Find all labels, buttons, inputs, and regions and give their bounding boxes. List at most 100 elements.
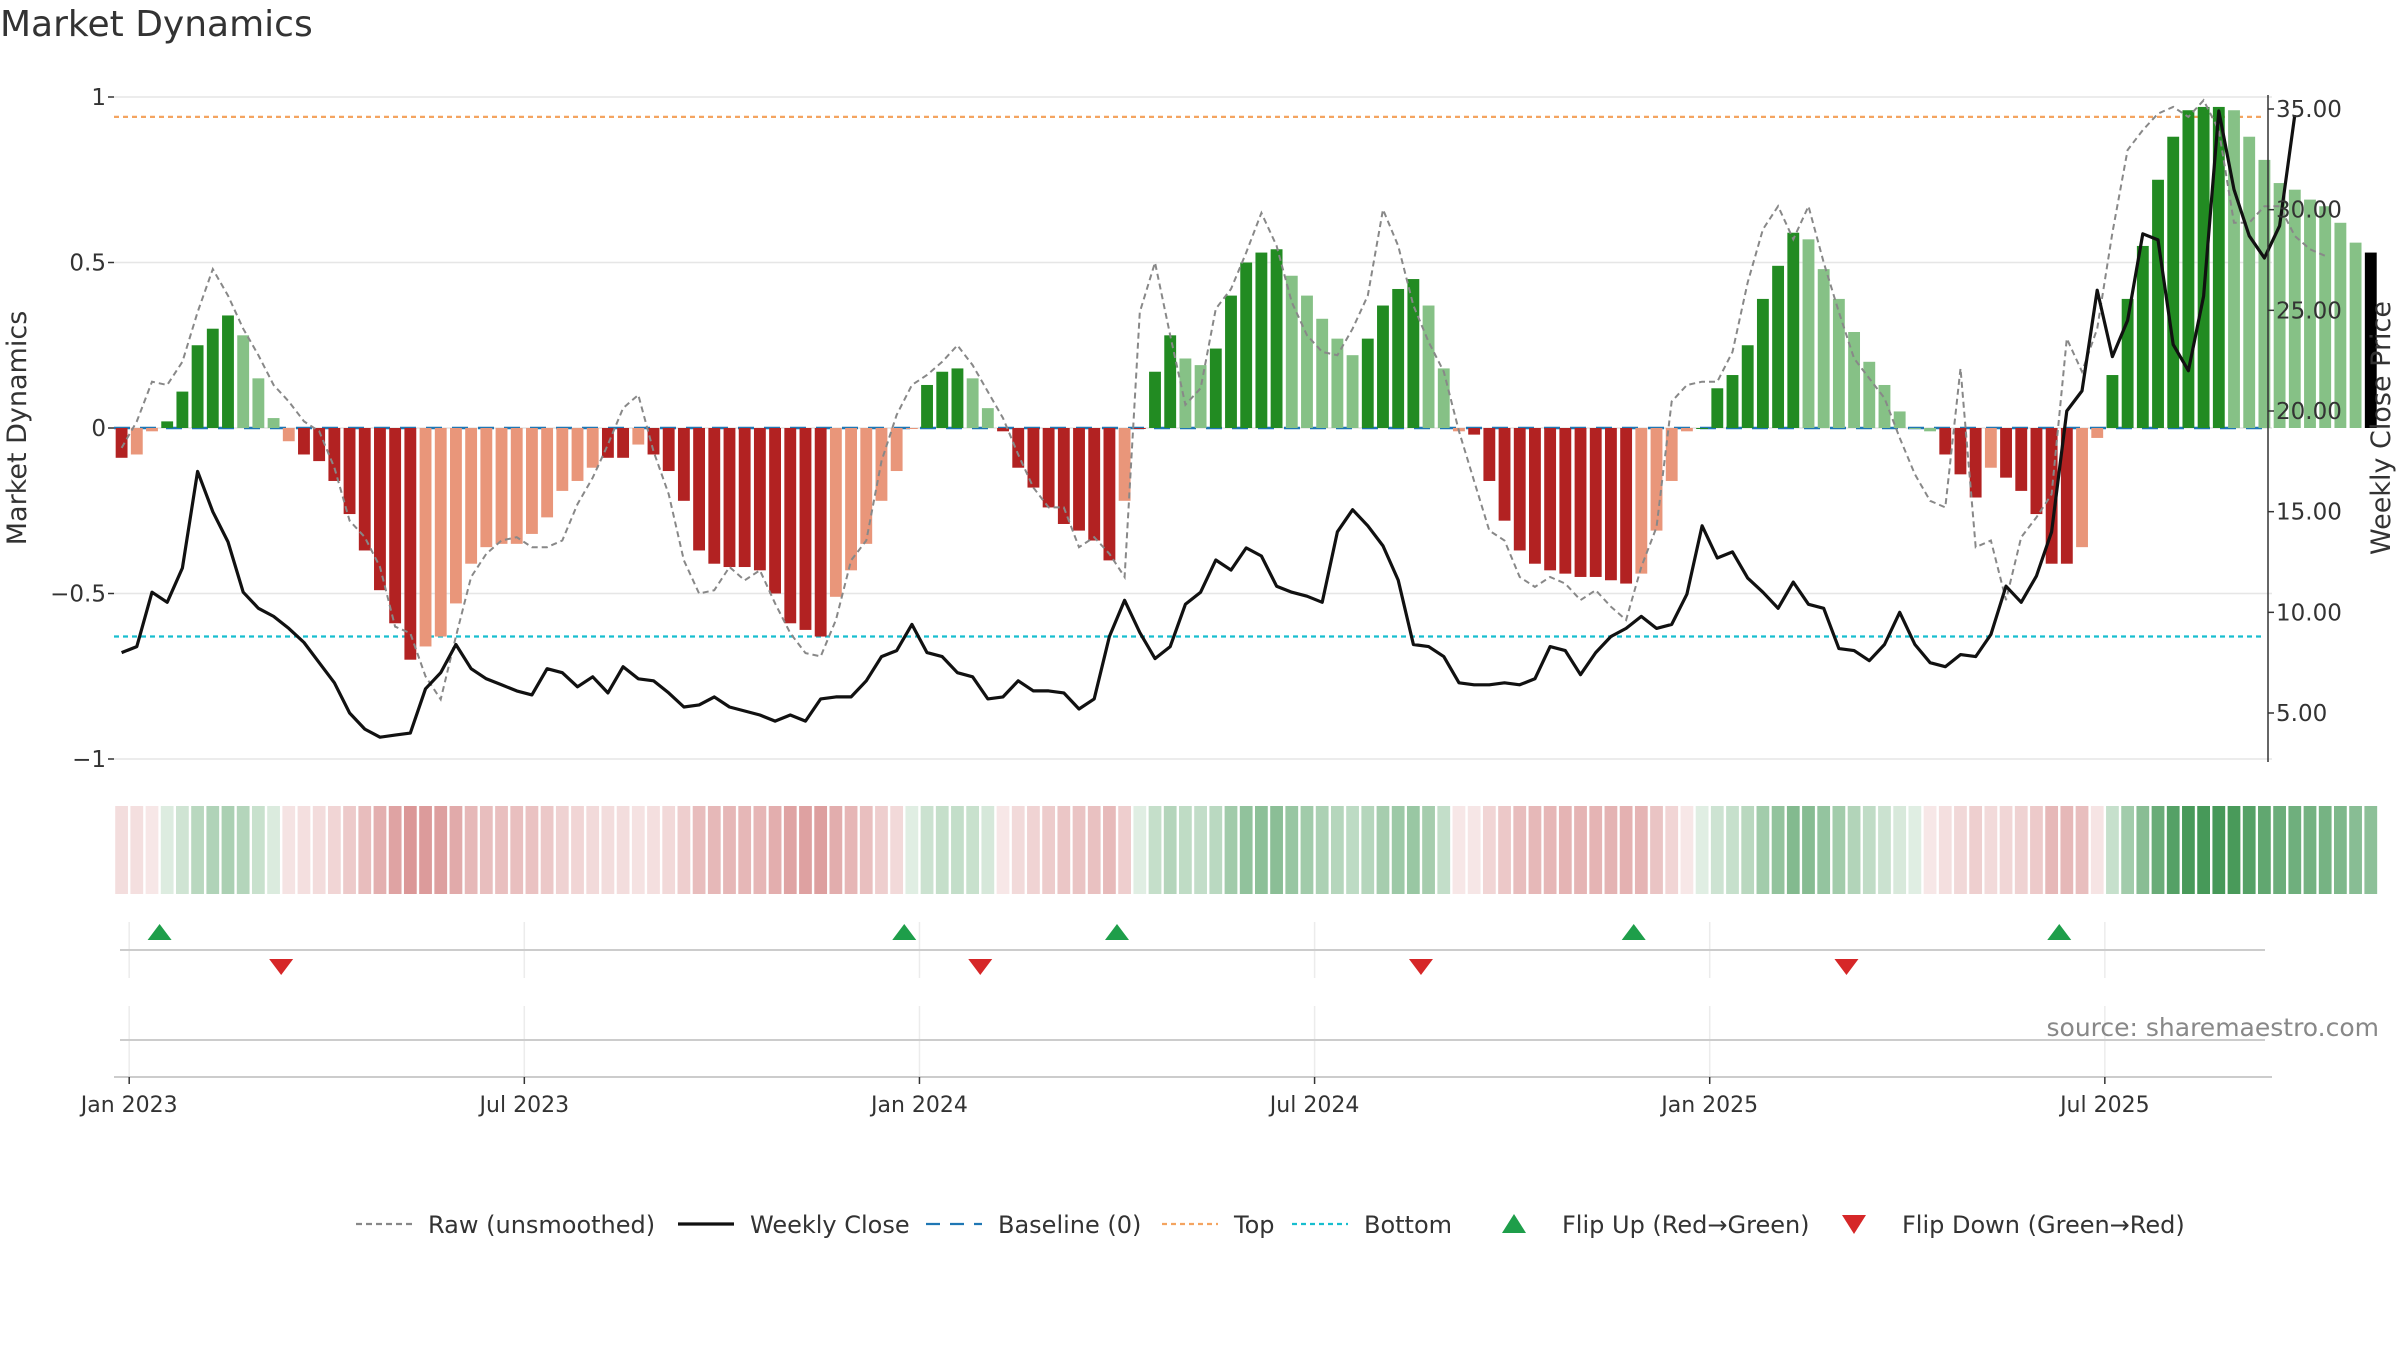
dynamics-bar (1133, 428, 1146, 429)
dynamics-bar (1149, 371, 1161, 428)
dynamics-bar (1939, 428, 1952, 455)
x-tick-label: Jul 2023 (478, 1093, 570, 1118)
dynamics-bar (677, 428, 690, 501)
heat-cell (2318, 806, 2332, 894)
heat-cell (1817, 806, 1831, 894)
heat-cell (115, 806, 128, 894)
dynamics-bar (1529, 428, 1541, 564)
dynamics-bar (298, 428, 310, 455)
dynamics-bar (1377, 305, 1389, 428)
heat-cell (2151, 806, 2165, 894)
right-axis-title: Weekly Close Price (2366, 301, 2397, 555)
legend: Raw (unsmoothed) Weekly Close Baseline (0)… (356, 1211, 2185, 1239)
dynamics-bar (2243, 136, 2256, 428)
heat-cell (1756, 806, 1770, 894)
dynamics-bar (1316, 318, 1329, 428)
heat-cell (327, 806, 341, 894)
heat-cell (631, 806, 645, 894)
heat-cell (753, 806, 767, 894)
heat-cell (1847, 806, 1861, 894)
heat-cell (1148, 806, 1162, 894)
dynamics-bar (617, 428, 630, 458)
dynamics-bar (951, 368, 964, 428)
heat-cell (692, 806, 706, 894)
dynamics-bar (404, 428, 417, 660)
heat-cell (236, 806, 250, 894)
heat-cell (966, 806, 980, 894)
left-tick-label: −0.5 (50, 582, 106, 608)
dynamics-bar (1772, 265, 1785, 428)
heat-cell (1224, 806, 1238, 894)
heat-cell (206, 806, 220, 894)
heat-cell (844, 806, 858, 894)
dynamics-bar (966, 378, 979, 428)
heat-cell (1680, 806, 1694, 894)
heat-cell (2030, 806, 2043, 894)
dynamics-bar (571, 428, 584, 481)
heat-cell (221, 806, 235, 894)
dynamics-bar (374, 428, 386, 591)
dynamics-bar (1802, 239, 1815, 428)
left-tick-label: 1 (91, 85, 106, 111)
dynamics-bar (1301, 295, 1313, 428)
dynamics-bar (206, 328, 219, 428)
heat-cell (1042, 806, 1056, 894)
heat-cell (1285, 806, 1299, 894)
heat-cell (616, 806, 630, 894)
dynamics-bar (1832, 298, 1845, 428)
heat-cell (1406, 806, 1420, 894)
dynamics-bar (267, 418, 280, 428)
flip-down-marker (968, 959, 993, 975)
heat-cell (525, 806, 539, 894)
dynamics-bar (450, 428, 462, 604)
heat-cell (1315, 806, 1329, 894)
heat-cell (647, 806, 660, 894)
heat-cell (510, 806, 524, 894)
left-tick-label: 0.5 (69, 251, 106, 277)
dynamics-bar (465, 428, 478, 564)
legend-item: Baseline (0) (926, 1211, 1141, 1239)
dynamics-bar (2136, 245, 2149, 428)
flip-up-marker (892, 924, 917, 940)
dynamics-bar (2212, 106, 2225, 429)
dynamics-bar (2060, 428, 2073, 564)
dynamics-bar (1878, 384, 1891, 428)
right-y-axis: 35.00 30.00 25.00 20.00 15.00 10.00 5.00 Weekly… (2267, 95, 2397, 762)
dynamics-bar (2030, 428, 2043, 515)
dynamics-bar (1908, 428, 1921, 429)
heat-cell (1726, 806, 1739, 894)
dynamics-bar (829, 428, 842, 597)
right-tick-label: 25.00 (2276, 298, 2342, 324)
heat-cell (799, 806, 812, 894)
dynamics-bar (997, 428, 1009, 432)
heat-cell (981, 806, 995, 894)
heat-cell (2106, 806, 2119, 894)
heat-cell (875, 806, 888, 894)
dynamics-bar (2273, 183, 2286, 428)
dynamics-bar (1483, 428, 1496, 481)
heat-cell (2288, 806, 2302, 894)
heat-cell (1087, 806, 1101, 894)
heat-cell (176, 806, 189, 894)
heat-cell (586, 806, 600, 894)
dynamics-bar (1073, 428, 1085, 531)
heat-cell (2303, 806, 2317, 894)
dynamics-bar (1620, 428, 1633, 584)
dynamics-bar (814, 428, 827, 637)
right-tick-label: 20.00 (2276, 399, 2342, 425)
legend-swatch (1842, 1215, 1866, 1234)
dynamics-bar (2258, 159, 2271, 428)
dynamics-bar (1589, 428, 1602, 577)
dynamics-bar (1042, 428, 1055, 508)
heat-cell (1482, 806, 1496, 894)
heat-cell (1969, 806, 1983, 894)
heat-cell (419, 806, 432, 894)
dynamics-bar (753, 428, 766, 571)
dynamics-bar (1848, 332, 1861, 428)
dynamics-bar (981, 408, 994, 428)
dynamics-bar (1392, 288, 1405, 428)
heat-cell (1634, 806, 1648, 894)
dynamics-bar (799, 428, 812, 630)
dynamics-bar (1179, 358, 1192, 428)
dynamics-bar (738, 428, 751, 568)
